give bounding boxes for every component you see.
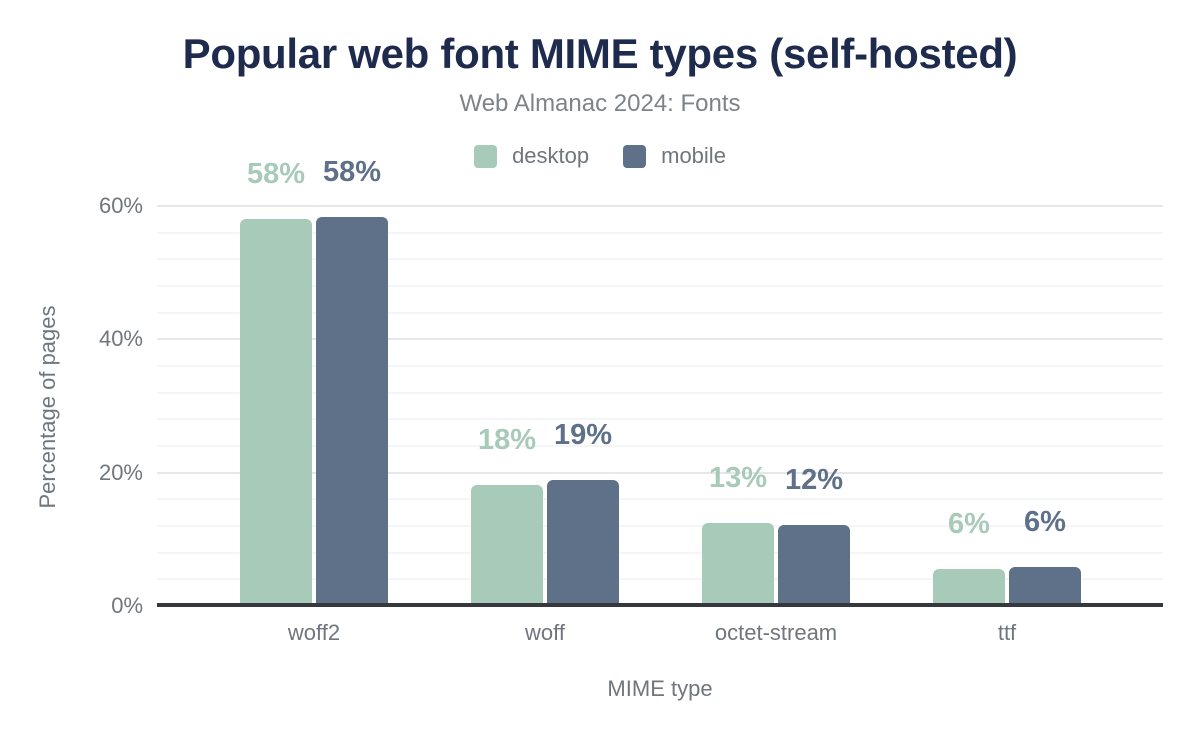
- bar-value-label-mobile-woff2: 58%: [322, 155, 382, 188]
- gridline-major-20: [157, 471, 1163, 474]
- x-tick-label-woff: woff: [525, 620, 565, 645]
- chart-title: Popular web font MIME types (self-hosted…: [182, 30, 1018, 77]
- gridline-minor-36: [157, 365, 1163, 367]
- legend-swatch-desktop: [474, 144, 498, 168]
- gridline-minor-32: [157, 391, 1163, 394]
- legend-item-desktop: desktop: [474, 143, 589, 169]
- chart-subtitle: Web Almanac 2024: Fonts: [459, 90, 741, 117]
- x-tick-label-woff2: woff2: [287, 620, 341, 645]
- legend-item-mobile: mobile: [623, 143, 726, 169]
- bar-desktop-woff: 18%: [471, 426, 543, 606]
- bar-value-label-desktop-octet-stream: 13%: [708, 461, 768, 494]
- bar-mobile-woff: 19%: [547, 421, 619, 606]
- bar-value-label-desktop-woff: 18%: [477, 424, 537, 457]
- legend-label-mobile: mobile: [661, 143, 726, 168]
- bar-group-octet-stream: 13% 12%: [702, 190, 850, 606]
- gridline-minor-16: [157, 498, 1163, 501]
- gridline-minor-52: [157, 258, 1163, 261]
- x-axis-title: MIME type: [607, 676, 713, 701]
- bar-value-label-desktop-ttf: 6%: [948, 507, 990, 540]
- x-axis-line: [157, 603, 1163, 607]
- bar-desktop-ttf: 6%: [933, 509, 1005, 606]
- gridline-minor-12: [157, 525, 1163, 527]
- bar-desktop-octet-stream: 13%: [702, 463, 774, 606]
- gridline-minor-48: [157, 285, 1163, 287]
- gridline-minor-56: [157, 231, 1163, 234]
- legend-swatch-mobile: [623, 144, 647, 168]
- bar-desktop-woff2: 58%: [240, 159, 312, 606]
- plot-area: 0% 20% 40% 60% 58% 58% woff2 18% 19% woff 13% 12% oc…: [99, 157, 1163, 645]
- y-tick-label-60: 60%: [98, 193, 143, 218]
- legend-label-desktop: desktop: [512, 143, 590, 168]
- gridline-minor-28: [157, 418, 1163, 421]
- bar-group-ttf: 6% 6%: [933, 190, 1081, 606]
- y-tick-label-40: 40%: [98, 326, 143, 352]
- gridline-minor-44: [157, 311, 1163, 314]
- gridline-major-60: [157, 205, 1163, 207]
- gridline-minor-4: [157, 578, 1163, 581]
- bar-value-label-desktop-woff2: 58%: [246, 157, 306, 190]
- y-axis-title: Percentage of pages: [35, 305, 60, 509]
- bar-value-label-mobile-woff: 19%: [553, 419, 613, 451]
- bar-value-label-mobile-ttf: 6%: [1024, 506, 1066, 539]
- y-tick-label-20: 20%: [98, 459, 143, 485]
- bar-value-label-mobile-octet-stream: 12%: [784, 463, 844, 496]
- gridline-major-40: [157, 338, 1163, 341]
- y-tick-label-0: 0%: [111, 593, 143, 618]
- bar-mobile-ttf: 6%: [1009, 508, 1081, 606]
- bar-group-woff: 18% 19%: [471, 190, 619, 606]
- gridline-minor-8: [157, 551, 1163, 554]
- gridline-minor-24: [157, 445, 1163, 447]
- bar-mobile-octet-stream: 12%: [778, 465, 850, 606]
- bar-mobile-woff2: 58%: [316, 157, 388, 606]
- legend: desktop mobile: [0, 143, 1200, 169]
- x-tick-label-octet-stream: octet-stream: [714, 620, 838, 645]
- x-tick-label-ttf: ttf: [997, 620, 1017, 645]
- bar-group-woff2: 58% 58%: [240, 157, 388, 606]
